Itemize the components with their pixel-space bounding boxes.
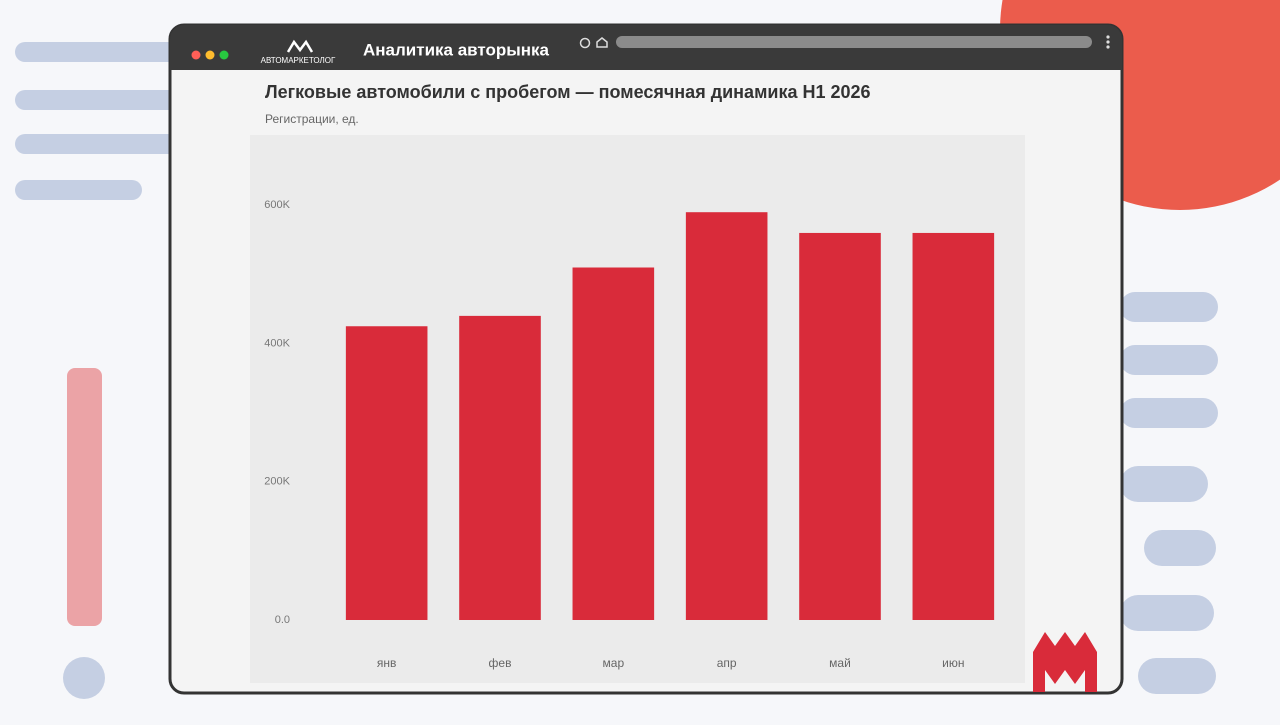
close-button[interactable] [191,50,201,60]
bar [572,267,655,620]
window-title: Аналитика авторынка [363,40,550,59]
x-tick-label: май [829,656,851,670]
bar [459,315,541,620]
maximize-button[interactable] [219,50,229,60]
minimize-button[interactable] [205,50,215,60]
brand-logo [1033,632,1097,692]
chart-subtitle: Регистрации, ед. [265,112,359,126]
x-tick-label: июн [942,656,964,670]
y-tick-label: 0.0 [275,614,290,626]
bar [799,232,881,621]
x-tick-label: фев [489,656,512,670]
bar [912,232,995,621]
chart-title: Легковые автомобили с пробегом — помесяч… [265,82,871,102]
chart: 0.0 200K 400K 600K янв фев мар апр май июн [264,199,995,670]
search-icon[interactable] [579,37,591,49]
y-tick-label: 600K [264,199,290,211]
address-bar[interactable] [616,36,1092,48]
y-tick-label: 200K [264,476,290,488]
x-tick-label: янв [377,656,397,670]
x-tick-label: мар [603,656,625,670]
home-icon[interactable] [596,37,608,48]
x-tick-label: апр [717,656,737,670]
logo-icon [286,39,314,53]
y-tick-label: 400K [264,337,290,349]
menu-button[interactable] [1106,35,1110,49]
bar [345,326,428,620]
bar [685,212,768,621]
logo-text: АВТОМАРКЕТОЛОГ [261,56,336,65]
